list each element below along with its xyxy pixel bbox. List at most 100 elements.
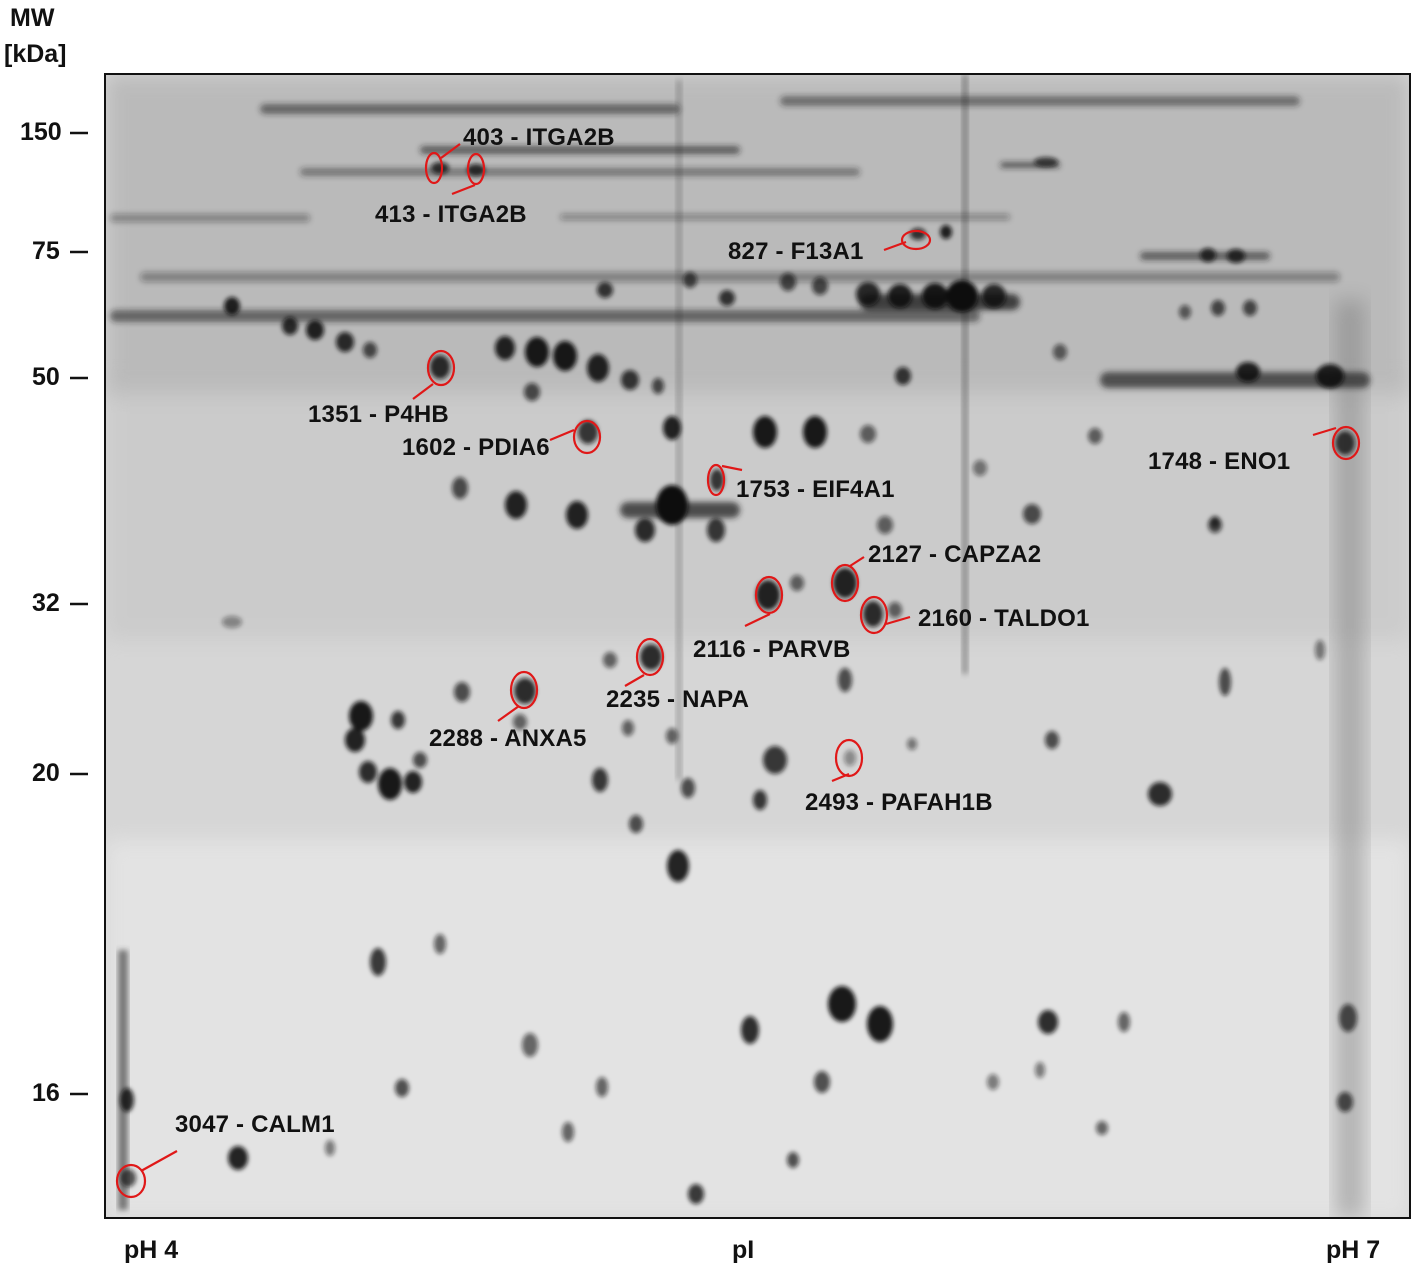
protein-spot — [1210, 516, 1220, 528]
protein-band — [1100, 372, 1370, 388]
protein-spot — [1316, 364, 1344, 388]
protein-spot — [359, 761, 377, 783]
protein-spot — [867, 1006, 893, 1042]
protein-spot — [681, 778, 695, 798]
spot-marker-2127-circle — [830, 563, 860, 603]
protein-spot — [688, 1184, 704, 1204]
protein-spot — [1148, 782, 1172, 806]
spot-marker-403-circle — [424, 151, 444, 185]
protein-spot — [325, 1140, 335, 1156]
protein-spot — [467, 164, 485, 176]
protein-spot — [946, 280, 978, 312]
protein-spot — [863, 601, 883, 627]
protein-spot — [495, 336, 515, 360]
protein-spot — [597, 282, 613, 298]
protein-spot — [1219, 668, 1231, 696]
protein-spot — [1315, 640, 1325, 660]
spot-marker-2288-circle — [509, 670, 539, 710]
protein-spot — [629, 815, 643, 833]
protein-spot — [856, 282, 880, 306]
protein-spot — [404, 771, 422, 793]
protein-spot — [812, 277, 828, 295]
spot-marker-827-leader-line — [883, 240, 907, 252]
protein-spot — [640, 644, 662, 670]
ph-right-label: pH 7 — [1326, 1236, 1381, 1264]
protein-band — [300, 168, 860, 176]
protein-spot — [514, 678, 536, 704]
protein-spot — [741, 1016, 759, 1044]
protein-spot — [505, 491, 527, 519]
protein-spot — [587, 354, 609, 382]
protein-spot — [982, 284, 1006, 308]
pi-axis-label: pI — [732, 1236, 755, 1264]
spot-marker-1351-circle — [426, 349, 456, 387]
protein-spot — [454, 682, 470, 702]
protein-spot — [1088, 428, 1102, 444]
spot-label-2235-napa: 2235 - NAPA — [606, 686, 750, 713]
spot-label-1351-p4hb: 1351 - P4HB — [308, 401, 449, 428]
protein-spot — [434, 934, 446, 954]
protein-spot — [987, 1074, 999, 1090]
protein-spot — [663, 416, 681, 440]
protein-spot — [656, 485, 688, 525]
spot-marker-403-circle — [466, 152, 486, 186]
protein-spot — [666, 728, 678, 744]
protein-spot — [780, 273, 796, 291]
spot-marker-1748-circle — [1331, 425, 1361, 461]
spot-marker-1753-circle — [706, 463, 726, 497]
protein-band — [140, 272, 1340, 282]
protein-spot — [391, 711, 405, 729]
spot-marker-2116-circle — [754, 575, 784, 615]
spot-label-413-itga2b: 413 - ITGA2B — [375, 201, 527, 228]
spot-marker-2288-leader-line — [497, 705, 520, 722]
protein-spot — [667, 850, 689, 882]
protein-spot — [763, 746, 787, 774]
spot-label-1748-eno1: 1748 - ENO1 — [1148, 448, 1291, 475]
protein-band — [780, 96, 1300, 106]
protein-spot — [452, 477, 468, 499]
protein-spot — [562, 1122, 574, 1142]
spot-marker-2493-circle — [834, 738, 864, 778]
spot-marker-2493-leader-line — [831, 772, 850, 783]
protein-spot — [120, 1169, 136, 1187]
mw-axis-title-line2: [kDa] — [4, 40, 67, 68]
protein-spot — [973, 460, 987, 476]
spot-label-2493-pafah1b: 2493 - PAFAH1B — [805, 789, 993, 816]
protein-spot — [787, 1152, 799, 1168]
protein-spot — [1227, 249, 1245, 263]
mw-tick-label: 150 — [20, 118, 62, 146]
spot-marker-2235-circle — [635, 637, 665, 677]
mw-tick-label: 50 — [32, 363, 60, 391]
protein-spot — [336, 332, 354, 352]
spot-marker-2235-leader-line — [624, 674, 645, 687]
spot-marker-3047-circle — [115, 1163, 147, 1199]
protein-spot — [592, 768, 608, 792]
spot-marker-2127-leader-line — [849, 556, 865, 567]
protein-spot — [652, 378, 664, 394]
spot-marker-403-leader-line — [440, 143, 461, 159]
protein-spot — [1034, 157, 1058, 167]
spot-label-1753-eif4a1: 1753 - EIF4A1 — [736, 476, 895, 503]
spot-label-1602-pdia6: 1602 - PDIA6 — [402, 434, 550, 461]
protein-spot — [345, 728, 365, 752]
spot-marker-1351-leader-line — [412, 383, 434, 400]
spot-marker-2160-circle — [859, 595, 889, 635]
protein-band — [110, 214, 310, 222]
protein-spot — [578, 420, 598, 444]
mw-tick-label: 75 — [32, 237, 60, 265]
protein-spot — [719, 290, 735, 306]
protein-spot — [431, 162, 449, 174]
protein-spot — [828, 986, 856, 1022]
protein-spot — [710, 469, 724, 491]
spot-label-3047-calm1: 3047 - CALM1 — [175, 1111, 335, 1138]
protein-spot — [838, 668, 852, 692]
spot-marker-3047-leader-line — [140, 1150, 178, 1172]
spot-marker-827-circle — [900, 229, 932, 251]
gel-frame — [104, 73, 1411, 1219]
protein-spot — [844, 750, 856, 766]
spot-label-827-f13a1: 827 - F13A1 — [728, 238, 864, 265]
protein-spot — [922, 283, 948, 309]
spot-label-2288-anxa5: 2288 - ANXA5 — [429, 725, 587, 752]
protein-spot — [1337, 1092, 1353, 1112]
